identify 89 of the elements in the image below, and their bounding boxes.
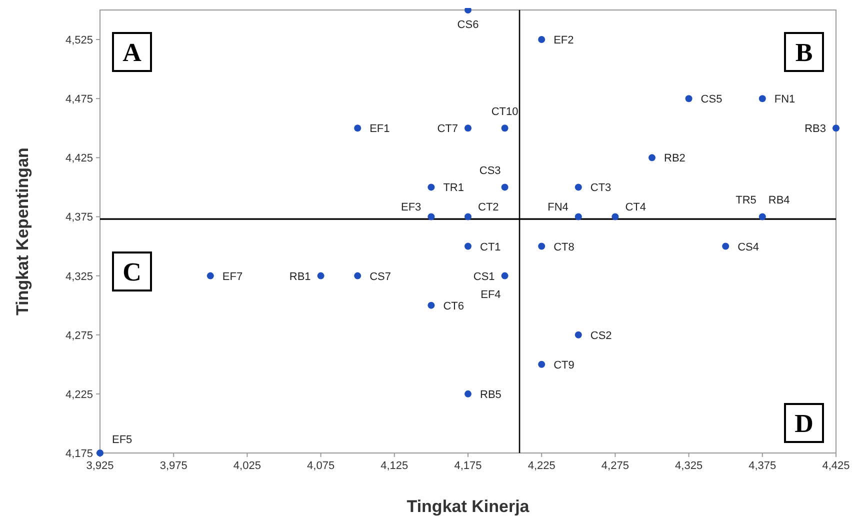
annotation: CT8 bbox=[554, 241, 574, 254]
annotation: CS3 bbox=[479, 165, 501, 178]
y-tick-label: 4,325 bbox=[65, 270, 93, 283]
point bbox=[354, 124, 362, 132]
point bbox=[428, 184, 435, 191]
annotation: CS1 bbox=[473, 270, 495, 283]
x-tick-label: 4,275 bbox=[601, 460, 629, 472]
annotation: RB1 bbox=[289, 270, 311, 283]
point bbox=[648, 154, 656, 162]
x-tick-label: 3,975 bbox=[160, 460, 188, 472]
annotation: EF1 bbox=[370, 123, 390, 136]
x-tick-label: 3,925 bbox=[86, 460, 114, 472]
annotation: RB5 bbox=[480, 388, 502, 401]
x-tick-label: 4,175 bbox=[454, 460, 482, 472]
annotation: CT7 bbox=[437, 123, 458, 136]
y-tick-label: 4,375 bbox=[65, 212, 93, 224]
x-tick-label: 4,425 bbox=[822, 460, 850, 472]
annotation: EF7 bbox=[222, 270, 243, 283]
annotation: CT10 bbox=[491, 106, 518, 118]
letter-box: C bbox=[112, 252, 152, 292]
point bbox=[574, 331, 582, 338]
annotation: CT3 bbox=[590, 182, 612, 194]
y-tick-label: 4,225 bbox=[65, 388, 93, 401]
annotation: FN4 bbox=[548, 202, 568, 214]
point bbox=[722, 242, 730, 250]
point bbox=[501, 272, 508, 280]
point bbox=[501, 184, 508, 191]
point bbox=[832, 124, 840, 132]
point bbox=[464, 213, 472, 220]
x-tick-label: 4,025 bbox=[233, 460, 261, 472]
annotation: EF2 bbox=[554, 34, 574, 47]
annotation: CS6 bbox=[457, 19, 479, 31]
point bbox=[464, 8, 472, 14]
annotation: TR5 bbox=[736, 194, 756, 207]
point bbox=[428, 302, 435, 309]
annotation: FN1 bbox=[774, 94, 796, 106]
annotation: CS4 bbox=[738, 241, 760, 254]
letter-box: D bbox=[784, 403, 824, 443]
y-tick-label: 4,275 bbox=[65, 330, 93, 342]
point bbox=[538, 36, 546, 44]
annotation: CT2 bbox=[478, 202, 499, 214]
annotation: RB3 bbox=[804, 123, 826, 136]
annotation: CS2 bbox=[590, 330, 612, 342]
point bbox=[758, 95, 766, 102]
x-tick-label: 4,125 bbox=[380, 460, 408, 472]
point bbox=[428, 213, 435, 220]
x-tick-label: 4,375 bbox=[748, 460, 776, 472]
letter-box: B bbox=[784, 32, 824, 72]
point bbox=[758, 213, 766, 220]
point bbox=[574, 184, 582, 191]
x-tick-label: 4,325 bbox=[675, 460, 703, 472]
annotation: CT4 bbox=[625, 202, 646, 214]
y-tick-label: 4,425 bbox=[65, 152, 93, 165]
point bbox=[501, 124, 508, 132]
point bbox=[464, 242, 472, 250]
annotation: EF3 bbox=[401, 202, 422, 214]
annotation: B bbox=[795, 38, 813, 67]
annotation: D bbox=[794, 409, 814, 438]
point bbox=[464, 124, 472, 132]
letter-box: A bbox=[112, 32, 152, 72]
annotation: CT6 bbox=[443, 300, 464, 312]
point bbox=[317, 272, 324, 280]
point bbox=[96, 450, 104, 456]
annotation: CT9 bbox=[554, 359, 574, 372]
x-tick-label: 4,225 bbox=[528, 460, 556, 472]
annotation: EF4 bbox=[480, 288, 501, 301]
point bbox=[685, 95, 692, 102]
y-tick-label: 4,525 bbox=[65, 34, 93, 47]
point bbox=[464, 390, 472, 398]
annotation: EF5 bbox=[112, 434, 132, 446]
annotation: CT1 bbox=[480, 241, 501, 254]
x-axis-title: Tingkat Kinerja bbox=[406, 497, 530, 516]
point bbox=[354, 272, 362, 280]
point bbox=[538, 360, 546, 368]
annotation: TR1 bbox=[443, 182, 464, 194]
y-tick-label: 4,475 bbox=[65, 94, 93, 106]
point bbox=[206, 272, 214, 280]
annotation: CS7 bbox=[370, 270, 392, 283]
annotation: A bbox=[122, 38, 142, 67]
annotation: C bbox=[122, 258, 142, 286]
y-tick-label: 4,175 bbox=[65, 448, 93, 460]
point bbox=[538, 242, 546, 250]
point bbox=[612, 213, 619, 220]
annotation: CS5 bbox=[700, 94, 722, 106]
annotation: RB4 bbox=[768, 194, 790, 207]
annotation: RB2 bbox=[664, 152, 686, 165]
y-axis-title: Tingkat Kepentingan bbox=[13, 148, 32, 316]
x-tick-label: 4,075 bbox=[307, 460, 335, 472]
point bbox=[574, 213, 582, 220]
